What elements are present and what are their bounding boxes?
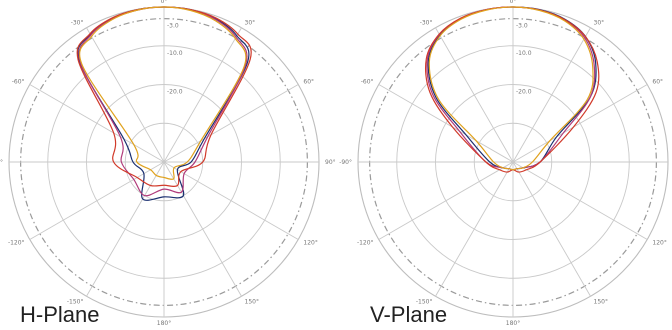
v-plane-angle-tick-label: -30° (420, 20, 433, 27)
h-plane-series-line-3 (76, 6, 252, 188)
v-plane-ring-label: -3.0 (516, 23, 528, 30)
h-plane-series-line-1 (77, 6, 250, 201)
v-plane-angle-tick-label: -150° (416, 298, 433, 305)
v-plane-angle-tick-label: 0° (510, 0, 517, 5)
h-plane-spoke (163, 161, 299, 240)
v-plane-title: V-Plane (370, 302, 447, 327)
v-plane-spoke (378, 84, 514, 163)
v-plane-angle-tick-label: -60° (361, 79, 374, 86)
h-plane-angle-tick-label: -150° (67, 298, 84, 305)
v-plane-ring-label: -10.0 (516, 50, 532, 57)
h-plane-polar-chart: 0° 30° 60° 90° 120° 150° 180° -150° -120° -90° -60… (0, 0, 336, 327)
v-plane-series-line-1 (427, 6, 597, 171)
h-plane-spoke (86, 27, 165, 163)
v-plane-series-line-3 (425, 6, 600, 173)
h-plane-angle-tick-label: 0° (161, 0, 168, 5)
h-plane-angle-tick-label: 60° (303, 79, 314, 86)
h-plane-series-line-4 (79, 6, 247, 180)
v-plane-spoke (378, 161, 514, 240)
h-plane-spoke (163, 84, 299, 163)
h-plane-spoke (163, 161, 242, 297)
h-plane-ring-label: -20.0 (167, 89, 183, 96)
h-plane-spoke (86, 161, 165, 297)
h-plane-spoke (163, 27, 242, 163)
h-plane-angle-tick-label: 150° (245, 298, 259, 305)
h-plane-ring-label: -10.0 (167, 50, 183, 57)
v-plane-angle-tick-label: -90° (339, 159, 352, 166)
h-plane-spoke (29, 84, 165, 163)
h-plane-angle-tick-label: 120° (303, 240, 317, 247)
h-plane-angle-tick-label: -30° (71, 20, 84, 27)
v-plane-spoke (512, 161, 591, 297)
v-plane-angle-tick-label: 180° (506, 320, 520, 327)
v-plane-spoke (512, 27, 591, 163)
h-plane-angle-tick-label: -60° (12, 79, 25, 86)
h-plane-ring-label: -3.0 (167, 23, 179, 30)
h-plane-angle-tick-label: -90° (0, 159, 3, 166)
h-plane-angle-tick-label: 180° (157, 320, 171, 327)
v-plane-spoke (435, 161, 514, 297)
v-plane-series-line-4 (428, 6, 594, 171)
v-plane-spoke (512, 84, 648, 163)
v-plane-spoke (512, 161, 648, 240)
h-plane-series-line-2 (78, 6, 248, 197)
v-plane-angle-tick-label: 30° (594, 20, 605, 27)
v-plane-angle-tick-label: -120° (357, 240, 374, 247)
h-plane-angle-tick-label: -120° (8, 240, 25, 247)
v-plane-angle-tick-label: 150° (594, 298, 608, 305)
v-plane-angle-tick-label: 60° (652, 79, 663, 86)
v-plane-series-line-2 (426, 6, 596, 171)
h-plane-title: H-Plane (20, 302, 99, 327)
h-plane-spoke (29, 161, 165, 240)
h-plane-angle-tick-label: 30° (245, 20, 256, 27)
v-plane-spoke (435, 27, 514, 163)
v-plane-ring-label: -20.0 (516, 89, 532, 96)
h-plane-angle-tick-label: 90° (325, 159, 336, 166)
v-plane-polar-chart: 0°30°60°90°120°150°180°-150°-120°-90°-60… (339, 0, 669, 327)
v-plane-angle-tick-label: 120° (652, 240, 666, 247)
